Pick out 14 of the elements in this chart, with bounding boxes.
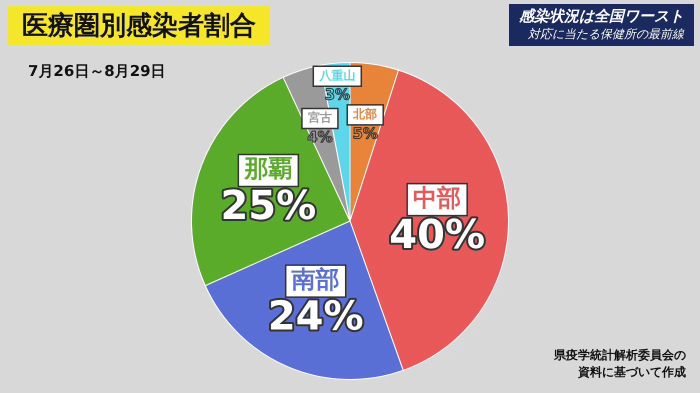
- chart-title: 医療圏別感染者割合: [8, 6, 270, 45]
- data-label: 24%: [268, 294, 364, 340]
- text: 対応に当たる保健所の最前線: [527, 26, 684, 43]
- chart-subtitle: 7月26日～8月29日: [28, 62, 166, 81]
- slice-label: 宮古: [308, 110, 332, 125]
- slice-label: 北部: [352, 107, 378, 122]
- slice-label: 南部: [290, 265, 340, 294]
- slice-label: 那覇: [243, 154, 292, 183]
- slice-label: 中部: [413, 184, 462, 212]
- text: 感染状況は全国ワースト: [519, 7, 684, 26]
- data-label: 40%: [389, 212, 486, 258]
- data-label: 25%: [220, 182, 316, 229]
- text: 県疫学統計解析委員会の資料に基づいて作成: [553, 347, 686, 381]
- slice-label: 八重山: [318, 68, 356, 82]
